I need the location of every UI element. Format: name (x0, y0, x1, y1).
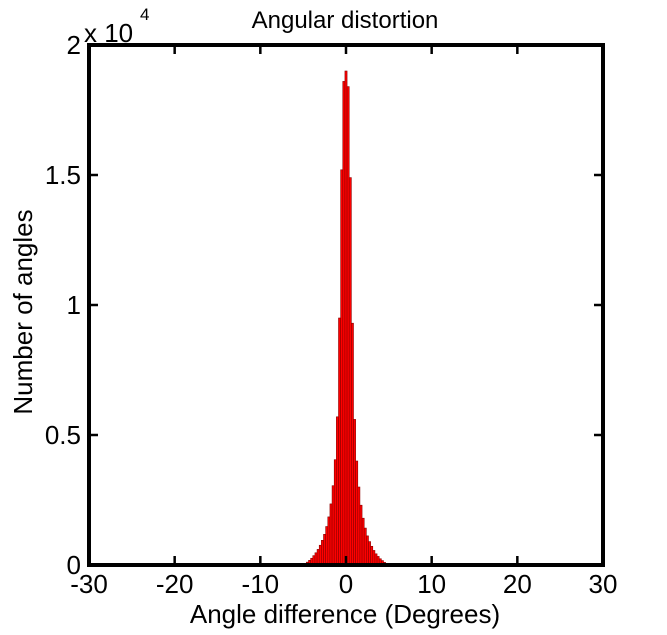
histogram-bar (323, 534, 326, 566)
histogram-bar (331, 485, 335, 566)
plot-frame (87, 43, 605, 567)
histogram-bar (346, 86, 350, 566)
x-tick-label: 10 (417, 569, 446, 599)
histogram-bar (336, 416, 339, 566)
y-tick-label: 0.5 (45, 420, 81, 450)
histogram-bar (344, 70, 348, 566)
histogram-bar (316, 549, 320, 566)
y-tick-label: 1 (67, 290, 81, 320)
histogram-bar (363, 527, 367, 566)
histogram-bar (338, 317, 341, 566)
histogram-bar (321, 539, 324, 566)
y-tick-label: 1.5 (45, 160, 81, 190)
histogram-bar (372, 550, 376, 566)
y-multiplier-exponent: 4 (140, 5, 149, 24)
histogram-bar (340, 169, 344, 566)
x-tick-label: 20 (503, 569, 532, 599)
x-tick-label: -30 (70, 569, 108, 599)
axis-ticks (87, 43, 605, 567)
histogram-bar (368, 541, 371, 566)
histogram-bar (361, 517, 365, 566)
x-tick-label: -20 (156, 569, 194, 599)
histogram-bar (357, 486, 361, 566)
histogram-bar (355, 460, 359, 566)
histogram-bar (329, 503, 333, 566)
histogram-bar (342, 81, 346, 566)
x-tick-label: 0 (339, 569, 353, 599)
x-tick-label: -10 (242, 569, 280, 599)
y-axis-label: Number of angles (8, 209, 38, 414)
y-tick-label: 2 (67, 30, 81, 60)
histogram-bar (359, 504, 363, 566)
y-multiplier-label: x 10 (84, 18, 133, 48)
x-axis-label: Angle difference (Degrees) (190, 599, 500, 629)
chart-title: Angular distortion (252, 7, 439, 34)
histogram-bar (325, 526, 329, 566)
y-tick-label: 0 (67, 550, 81, 580)
histogram-bar (348, 177, 352, 566)
x-tick-label: 30 (589, 569, 618, 599)
histogram-bar (353, 419, 356, 566)
histogram-bar (327, 516, 331, 566)
histogram-bar (351, 322, 354, 566)
tick-labels: -30 -20 -10 0 10 20 30 0 0.5 1 1.5 2 (45, 30, 618, 599)
histogram-bar (333, 459, 337, 566)
histogram-bar (366, 535, 369, 566)
histogram-bar (318, 544, 322, 566)
histogram-bar (370, 545, 374, 566)
